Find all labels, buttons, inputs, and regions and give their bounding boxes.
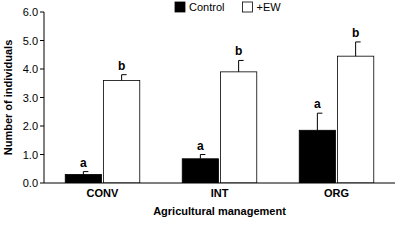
y-tick xyxy=(40,69,44,70)
error-bar xyxy=(200,155,201,159)
annotation: a xyxy=(314,97,321,111)
y-tick xyxy=(40,12,44,13)
x-axis-title: Agricultural management xyxy=(153,205,286,217)
error-cap xyxy=(356,41,361,42)
error-cap xyxy=(239,60,244,61)
annotation: a xyxy=(80,156,87,170)
error-cap xyxy=(83,171,88,172)
y-tick-label: 6.0 xyxy=(23,6,38,18)
legend-label: +EW xyxy=(256,1,281,13)
error-cap xyxy=(317,113,322,114)
legend-swatch xyxy=(242,2,252,12)
bar xyxy=(65,174,101,183)
x-tick-label: ORG xyxy=(324,187,349,199)
annotation: b xyxy=(352,26,359,40)
error-bar xyxy=(121,75,122,81)
y-axis-title: Number of individuals xyxy=(2,40,14,156)
error-bar xyxy=(317,113,318,130)
y-tick xyxy=(40,154,44,155)
bar xyxy=(338,56,374,183)
y-tick-label: 3.0 xyxy=(23,92,38,104)
bar xyxy=(104,80,140,183)
x-axis xyxy=(44,183,395,184)
y-tick xyxy=(40,126,44,127)
bars xyxy=(65,42,374,183)
error-cap xyxy=(200,154,205,155)
y-tick-label: 4.0 xyxy=(23,63,38,75)
y-tick-label: 0.0 xyxy=(23,177,38,189)
bar xyxy=(221,72,257,183)
legend-swatch xyxy=(175,2,185,12)
error-bar xyxy=(238,60,239,71)
y-tick xyxy=(40,40,44,41)
y-tick-label: 1.0 xyxy=(23,149,38,161)
bar xyxy=(299,130,335,183)
x-tick-label: INT xyxy=(211,187,229,199)
chart: a a a b b b 0.0 1.0 2.0 3.0 4.0 5.0 6.0 CONV INT ORG Agr… xyxy=(0,0,400,229)
bar xyxy=(182,159,218,183)
y-tick xyxy=(40,97,44,98)
annotation: b xyxy=(235,44,242,58)
annotation: a xyxy=(197,139,204,153)
y-tick-label: 5.0 xyxy=(23,35,38,47)
y-tick xyxy=(40,183,44,184)
error-bar xyxy=(355,42,356,56)
x-tick-label: CONV xyxy=(87,187,119,199)
legend-label: Control xyxy=(189,1,224,13)
annotation: b xyxy=(118,59,125,73)
error-cap xyxy=(122,74,127,75)
y-tick-label: 2.0 xyxy=(23,120,38,132)
